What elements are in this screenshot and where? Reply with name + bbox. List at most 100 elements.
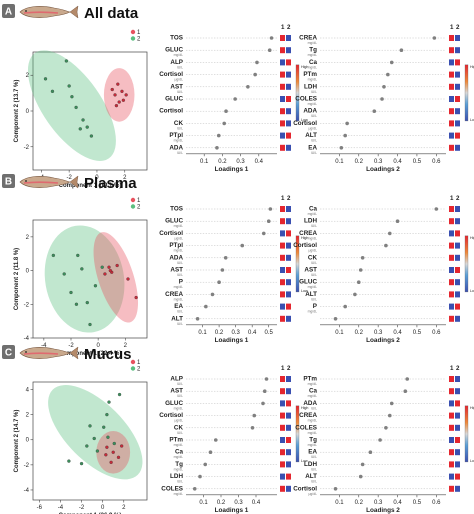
data-point-group-2 bbox=[51, 253, 56, 258]
variable-label: AST bbox=[170, 267, 183, 274]
heat-cell-group-2 bbox=[455, 279, 460, 286]
variable-label: ALP bbox=[170, 376, 183, 383]
variable-label: CK bbox=[308, 254, 318, 261]
heat-cell-group-1 bbox=[449, 485, 454, 492]
legend-marker-2 bbox=[130, 36, 136, 41]
heat-cell-group-1 bbox=[280, 412, 285, 419]
data-point-group-1 bbox=[116, 82, 120, 86]
variable-unit: mg/dL bbox=[174, 297, 184, 301]
loading-point bbox=[378, 438, 382, 442]
x-tick-label: 0.4 bbox=[393, 330, 402, 336]
heat-cell-group-1 bbox=[449, 291, 454, 298]
heat-scale-low-label: Low bbox=[470, 459, 474, 463]
heat-cell-group-1 bbox=[449, 230, 454, 237]
variable-label: COLES bbox=[161, 485, 183, 492]
data-point-group-2 bbox=[64, 59, 69, 63]
heat-cell-group-2 bbox=[286, 132, 291, 139]
variable-unit: IU/L bbox=[177, 151, 183, 155]
variable-unit: mg/dL bbox=[174, 406, 184, 410]
variable-label: CREA bbox=[299, 230, 317, 237]
x-tick-label: 0.3 bbox=[236, 159, 245, 165]
variable-label: TOS bbox=[170, 35, 183, 42]
variable-unit: μg/dL bbox=[174, 419, 183, 423]
heat-cell-group-1 bbox=[449, 35, 454, 41]
variable-label: P bbox=[179, 279, 183, 286]
legend-marker-1 bbox=[130, 29, 136, 35]
heat-cell-group-2 bbox=[455, 424, 460, 431]
loading-point bbox=[360, 462, 365, 467]
loading-point bbox=[399, 48, 404, 52]
heat-cell-group-1 bbox=[449, 59, 454, 66]
variable-label: AST bbox=[170, 388, 183, 395]
heat-cell-group-1 bbox=[280, 279, 285, 286]
variable-label: EA bbox=[174, 303, 183, 310]
variable-unit: μg/dL bbox=[308, 249, 317, 253]
variable-label: ALP bbox=[170, 59, 183, 66]
variable-unit: IU/L bbox=[177, 480, 183, 484]
data-point-group-2 bbox=[88, 322, 92, 327]
group-header-1: 1 bbox=[450, 365, 454, 372]
x-tick-label: -4 bbox=[58, 505, 64, 511]
heat-cell-group-1 bbox=[280, 291, 285, 298]
heat-cell-group-2 bbox=[286, 485, 291, 492]
heat-scale-low-label: Low bbox=[301, 118, 308, 122]
loading-point bbox=[195, 317, 200, 321]
heat-cell-group-1 bbox=[449, 461, 454, 468]
loading-point bbox=[434, 207, 439, 211]
loading-point bbox=[262, 389, 267, 394]
x-tick-label: 0.3 bbox=[231, 330, 240, 336]
x-tick-label: 2 bbox=[123, 175, 127, 181]
loading-point bbox=[213, 438, 218, 442]
heat-cell-group-2 bbox=[455, 303, 460, 310]
loading-point bbox=[216, 133, 221, 138]
variable-unit: mg/dL bbox=[308, 212, 318, 216]
loading-point bbox=[261, 401, 265, 406]
fish-eye bbox=[25, 10, 27, 12]
heat-cell-group-1 bbox=[449, 303, 454, 310]
data-point-group-1 bbox=[109, 460, 113, 464]
data-point-group-2 bbox=[50, 89, 55, 93]
heat-cell-group-2 bbox=[455, 461, 460, 468]
heat-cell-group-2 bbox=[286, 230, 291, 237]
variable-unit: mg/dL bbox=[308, 443, 318, 447]
loading-point bbox=[269, 36, 274, 40]
heat-cell-group-2 bbox=[455, 120, 460, 127]
x-axis-label: Loadings 2 bbox=[366, 166, 400, 173]
loading-point bbox=[215, 146, 219, 150]
y-axis-label: Component 2 (11.8 %) bbox=[14, 248, 20, 310]
heat-scale-high-label: High bbox=[470, 65, 474, 69]
loading-point bbox=[261, 231, 266, 236]
data-point-group-2 bbox=[81, 118, 85, 122]
heat-cell-group-2 bbox=[286, 254, 291, 261]
data-point-group-1 bbox=[115, 263, 119, 268]
heat-cell-group-1 bbox=[280, 83, 285, 90]
variable-unit: mg/dL bbox=[174, 224, 184, 228]
variable-unit: mg/dL bbox=[308, 285, 318, 289]
heat-cell-group-1 bbox=[280, 461, 285, 468]
variable-unit: mg/dL bbox=[174, 139, 184, 143]
heat-cell-group-1 bbox=[280, 230, 285, 237]
x-tick-label: 0.1 bbox=[335, 330, 344, 336]
x-tick-label: 0.5 bbox=[265, 330, 274, 336]
heat-scale-low-label: Low bbox=[301, 289, 308, 293]
data-point-group-2 bbox=[93, 284, 98, 288]
legend-marker-2 bbox=[130, 204, 136, 209]
loading-point bbox=[356, 280, 361, 285]
variable-unit: mg/dL bbox=[174, 53, 184, 57]
x-tick-label: 0.2 bbox=[218, 159, 227, 165]
heat-scale-high-label: High bbox=[301, 236, 308, 240]
variable-label: AST bbox=[304, 267, 317, 274]
variable-label: Cortisol bbox=[293, 120, 317, 127]
loading-point bbox=[360, 255, 365, 260]
heat-cell-group-2 bbox=[286, 376, 291, 382]
data-point-group-2 bbox=[112, 441, 116, 446]
heat-cell-group-1 bbox=[449, 96, 454, 102]
loading-point bbox=[368, 450, 373, 455]
legend-marker-1 bbox=[130, 359, 136, 365]
variable-label: Tg bbox=[175, 461, 183, 468]
variable-label: AST bbox=[170, 83, 183, 90]
loading-point bbox=[250, 426, 255, 430]
group-header-1: 1 bbox=[281, 24, 285, 31]
